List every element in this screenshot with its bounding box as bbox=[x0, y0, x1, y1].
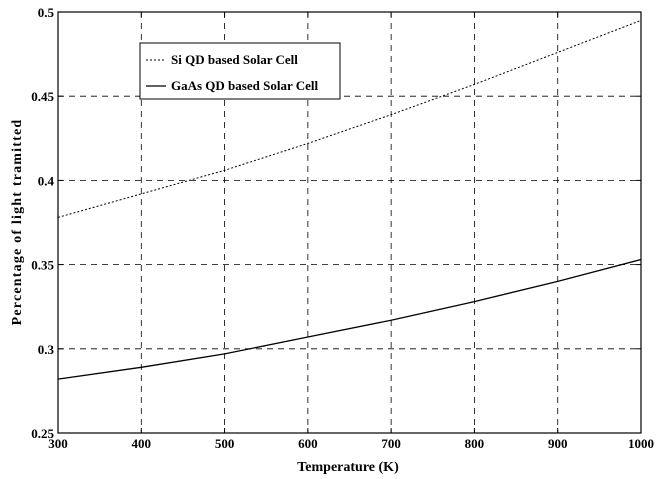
legend-label-si: Si QD based Solar Cell bbox=[171, 52, 298, 67]
y-tick-label: 0.25 bbox=[31, 426, 54, 441]
x-tick-label: 700 bbox=[381, 436, 401, 451]
tick-labels: 300 400 500 600 700 800 900 1000 0.25 0.3 0.35 0.4 0… bbox=[31, 5, 654, 451]
x-tick-label: 400 bbox=[132, 436, 152, 451]
x-tick-label: 1000 bbox=[628, 436, 654, 451]
x-tick-label: 900 bbox=[548, 436, 568, 451]
legend: Si QD based Solar Cell GaAs QD based Sol… bbox=[139, 42, 341, 100]
series-line-si bbox=[57, 19, 642, 218]
plot-frame bbox=[57, 11, 642, 434]
series-layer bbox=[57, 19, 642, 380]
legend-box bbox=[139, 42, 341, 100]
x-axis-label: Temperature (K) bbox=[297, 460, 399, 475]
axis-ticks bbox=[57, 11, 642, 434]
grid-lines bbox=[58, 12, 641, 433]
x-tick-label: 800 bbox=[465, 436, 485, 451]
y-tick-label: 0.35 bbox=[31, 258, 54, 273]
legend-label-gaas: GaAs QD based Solar Cell bbox=[171, 78, 318, 93]
y-tick-label: 0.45 bbox=[31, 89, 54, 104]
x-tick-label: 300 bbox=[48, 436, 68, 451]
x-tick-label: 600 bbox=[298, 436, 318, 451]
y-axis-label: Percentage of light tramitted bbox=[10, 119, 25, 326]
y-tick-label: 0.3 bbox=[38, 342, 55, 357]
y-tick-label: 0.5 bbox=[38, 5, 55, 20]
x-tick-label: 500 bbox=[215, 436, 235, 451]
y-tick-label: 0.4 bbox=[38, 173, 55, 188]
series-line-gaas bbox=[57, 258, 642, 380]
